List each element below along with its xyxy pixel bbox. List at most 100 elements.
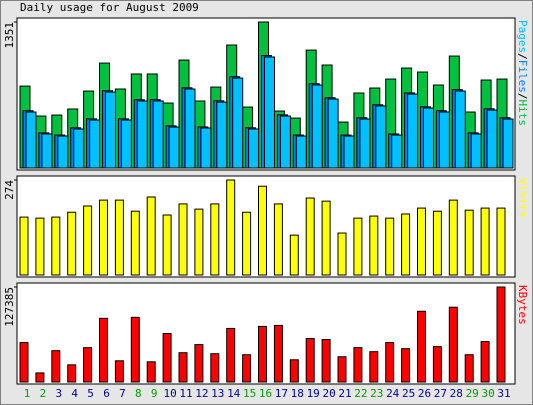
bar bbox=[226, 179, 236, 276]
x-tick-label: 12 bbox=[195, 387, 208, 400]
y-tick-label: 127385 bbox=[3, 287, 16, 327]
bar bbox=[105, 91, 116, 169]
bar bbox=[146, 361, 156, 383]
bar bbox=[83, 347, 93, 383]
x-tick-label: 18 bbox=[291, 387, 304, 400]
bar bbox=[337, 356, 347, 383]
x-tick-label: 22 bbox=[354, 387, 367, 400]
bar bbox=[273, 203, 283, 276]
bar bbox=[321, 339, 331, 383]
bar bbox=[242, 211, 252, 276]
bar bbox=[89, 119, 101, 169]
x-tick-label: 9 bbox=[151, 387, 158, 400]
bar bbox=[289, 359, 299, 383]
x-tick-label: 15 bbox=[243, 387, 256, 400]
bar bbox=[359, 118, 371, 169]
bar bbox=[432, 346, 442, 383]
bar bbox=[162, 332, 172, 383]
x-tick-label: 1 bbox=[24, 387, 31, 400]
bar bbox=[327, 98, 339, 169]
bar bbox=[369, 215, 379, 276]
bar bbox=[480, 207, 490, 276]
chart-title: Daily usage for August 2009 bbox=[20, 1, 199, 14]
bar bbox=[273, 324, 283, 383]
bar bbox=[248, 128, 260, 169]
bar bbox=[210, 203, 220, 276]
bar bbox=[232, 77, 244, 169]
bar bbox=[464, 354, 474, 383]
bar bbox=[99, 317, 108, 383]
bar bbox=[295, 135, 307, 169]
bar bbox=[337, 232, 347, 276]
bar bbox=[321, 200, 331, 276]
bar bbox=[486, 109, 498, 169]
legend-entry: Hits bbox=[516, 100, 529, 127]
x-tick-label: 30 bbox=[481, 387, 494, 400]
bar bbox=[162, 214, 172, 276]
bar bbox=[401, 213, 411, 276]
bar bbox=[99, 199, 108, 276]
bar bbox=[83, 205, 93, 276]
bar bbox=[496, 286, 506, 383]
x-tick-label: 3 bbox=[55, 387, 62, 400]
x-tick-label: 31 bbox=[497, 387, 510, 400]
bar bbox=[311, 84, 323, 169]
x-tick-label: 25 bbox=[402, 387, 415, 400]
bar bbox=[67, 364, 77, 383]
bar bbox=[178, 352, 188, 383]
bar bbox=[210, 353, 220, 383]
x-tick-label: 29 bbox=[466, 387, 479, 400]
x-tick-label: 21 bbox=[338, 387, 351, 400]
x-tick-label: 26 bbox=[418, 387, 431, 400]
bar bbox=[343, 135, 355, 169]
bar bbox=[130, 210, 140, 276]
x-tick-label: 27 bbox=[434, 387, 447, 400]
x-tick-label: 2 bbox=[40, 387, 47, 400]
legend-entry: Pages bbox=[516, 20, 529, 53]
legend-entry: KBytes bbox=[516, 285, 529, 325]
bar bbox=[353, 217, 363, 276]
y-tick-label: 1351 bbox=[3, 22, 16, 49]
x-tick-label: 16 bbox=[259, 387, 272, 400]
x-tick-label: 7 bbox=[119, 387, 126, 400]
bar bbox=[375, 105, 387, 169]
bar bbox=[417, 207, 426, 276]
x-tick-label: 28 bbox=[450, 387, 463, 400]
bar bbox=[264, 56, 275, 169]
bar bbox=[385, 217, 395, 276]
x-tick-label: 8 bbox=[135, 387, 142, 400]
x-tick-label: 6 bbox=[103, 387, 110, 400]
bar bbox=[152, 100, 164, 169]
bar bbox=[51, 350, 61, 383]
bar bbox=[200, 127, 212, 169]
bar bbox=[438, 111, 450, 169]
x-tick-label: 17 bbox=[275, 387, 288, 400]
bar bbox=[423, 107, 434, 169]
x-tick-label: 24 bbox=[386, 387, 400, 400]
legend-entry: Files bbox=[516, 60, 529, 93]
bar bbox=[67, 211, 77, 276]
bar bbox=[385, 342, 395, 383]
bar bbox=[432, 210, 442, 276]
bar bbox=[448, 199, 458, 276]
bar bbox=[19, 342, 29, 383]
legend-entry: Visits bbox=[516, 178, 529, 218]
bar bbox=[51, 216, 61, 276]
x-tick-label: 10 bbox=[163, 387, 176, 400]
legend-separator: / bbox=[516, 53, 529, 60]
bar bbox=[19, 216, 29, 276]
x-tick-label: 19 bbox=[307, 387, 320, 400]
x-tick-label: 14 bbox=[227, 387, 241, 400]
bar bbox=[464, 209, 474, 276]
bar bbox=[480, 341, 490, 383]
bar bbox=[401, 348, 411, 383]
bar bbox=[120, 119, 132, 169]
bar bbox=[130, 316, 140, 383]
bar bbox=[178, 203, 188, 276]
bar bbox=[57, 135, 69, 169]
bar bbox=[369, 351, 379, 383]
bar bbox=[407, 93, 419, 169]
bar bbox=[41, 133, 53, 169]
bar bbox=[194, 344, 204, 383]
